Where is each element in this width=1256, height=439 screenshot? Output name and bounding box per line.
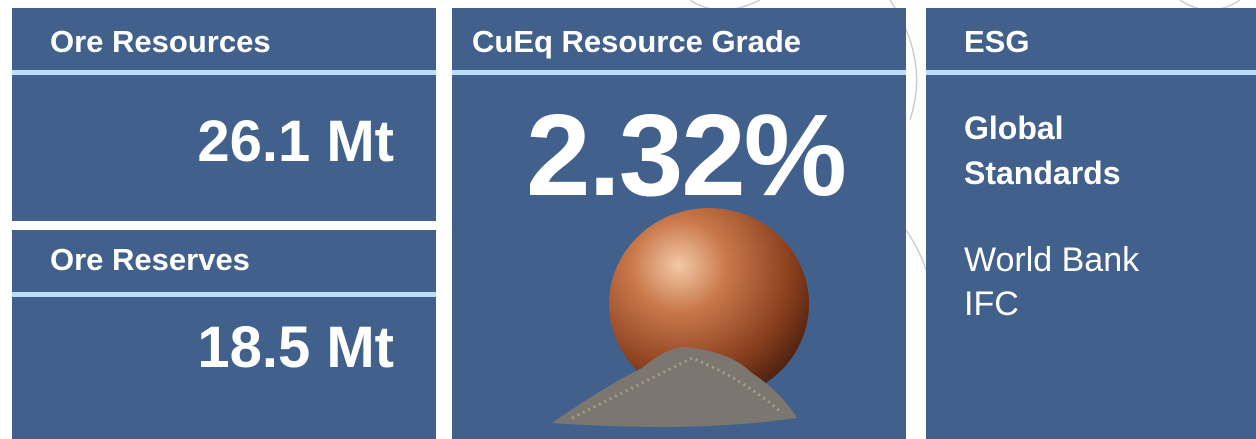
panel-value: 18.5 Mt <box>197 315 394 380</box>
panel-value: 2.32% <box>526 90 847 220</box>
esg-line: World Bank <box>964 241 1140 279</box>
panel-value: 26.1 Mt <box>197 109 394 174</box>
panel-header <box>926 8 1256 75</box>
grade-panel: CuEq Resource Grade 2.32% <box>452 8 906 439</box>
ore-resources-panel: Ore Resources 26.1 Mt <box>12 8 436 221</box>
panel-title: Ore Resources <box>50 24 271 59</box>
panel-header <box>452 8 906 75</box>
panel-title: ESG <box>964 24 1030 59</box>
panel-title: CuEq Resource Grade <box>472 24 802 59</box>
copper-image <box>552 208 809 427</box>
panel-title: Ore Reserves <box>50 242 250 277</box>
panel-header <box>12 8 436 75</box>
esg-panel: ESG Global Standards World Bank IFC <box>926 8 1256 439</box>
esg-heading: Global Standards <box>964 110 1121 191</box>
ore-reserves-panel: Ore Reserves 18.5 Mt <box>12 230 436 439</box>
esg-line: IFC <box>964 285 1019 323</box>
panel-header <box>12 230 436 297</box>
